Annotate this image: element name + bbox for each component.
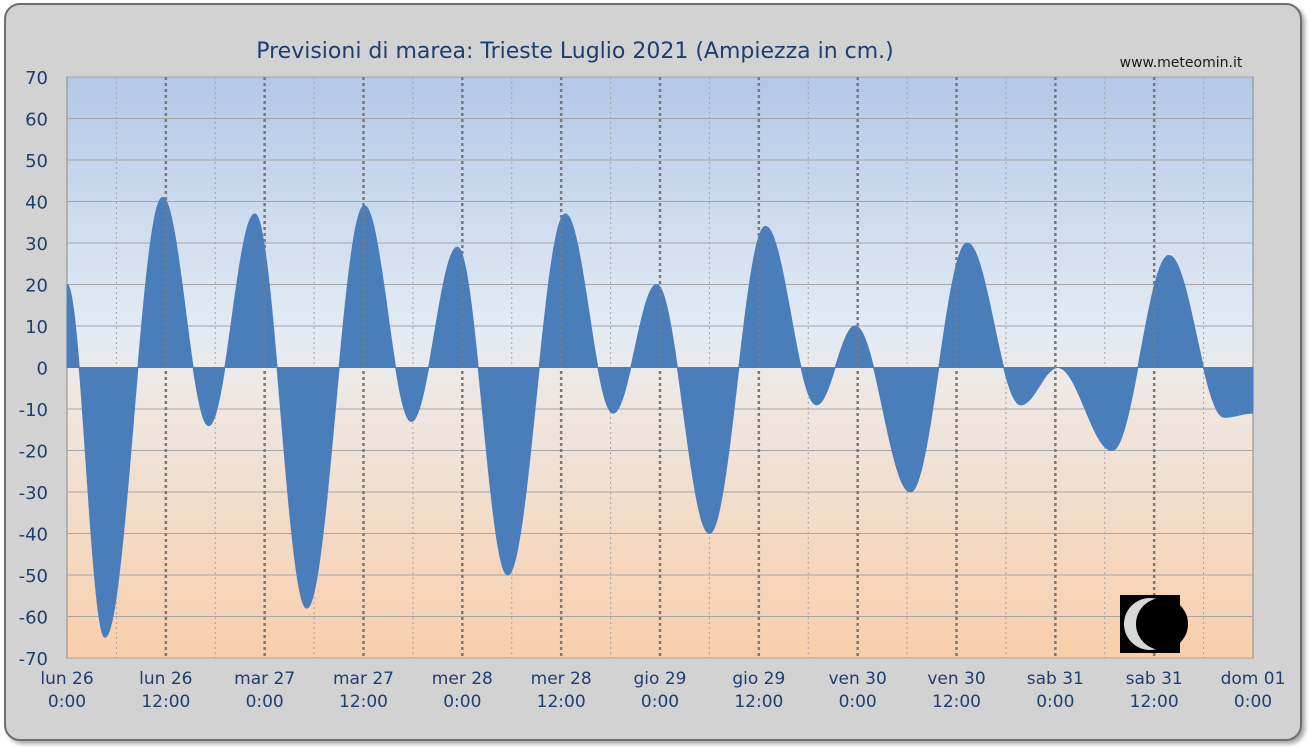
chart-title: Previsioni di marea: Trieste Luglio 2021… <box>256 39 894 64</box>
y-tick-label-10: -30 <box>19 483 48 504</box>
x-tick-label-3: mar 27 <box>333 669 394 689</box>
y-tick-label-7: 0 <box>37 359 48 380</box>
x-tick-time-12: 0:00 <box>1234 692 1272 712</box>
y-tick-label-3: 40 <box>25 193 48 214</box>
x-tick-time-9: 12:00 <box>932 692 981 712</box>
y-tick-label-2: 50 <box>25 151 48 172</box>
x-tick-label-5: mer 28 <box>531 669 592 689</box>
x-tick-label-7: gio 29 <box>732 669 785 689</box>
x-tick-label-12: dom 01 <box>1221 669 1286 689</box>
y-tick-label-0: 70 <box>25 68 48 89</box>
x-tick-label-0: lun 26 <box>40 669 93 689</box>
x-tick-time-1: 12:00 <box>141 692 190 712</box>
moon-phase-icon <box>1120 595 1188 653</box>
x-tick-time-11: 12:00 <box>1130 692 1179 712</box>
y-tick-label-13: -60 <box>19 608 48 629</box>
x-tick-time-4: 0:00 <box>443 692 481 712</box>
y-tick-label-1: 60 <box>25 110 48 131</box>
x-tick-label-1: lun 26 <box>139 669 192 689</box>
x-tick-label-6: gio 29 <box>634 669 687 689</box>
y-tick-label-5: 20 <box>25 276 48 297</box>
x-tick-time-7: 12:00 <box>734 692 783 712</box>
x-tick-time-10: 0:00 <box>1036 692 1074 712</box>
midnight-noon-lines <box>164 77 1156 658</box>
y-tick-label-9: -20 <box>19 442 48 463</box>
y-tick-label-11: -40 <box>19 525 48 546</box>
y-tick-label-8: -10 <box>19 400 48 421</box>
x-tick-time-6: 0:00 <box>641 692 679 712</box>
source-label: www.meteomin.it <box>1120 55 1243 71</box>
x-tick-time-8: 0:00 <box>839 692 877 712</box>
y-tick-label-12: -50 <box>19 566 48 587</box>
y-tick-label-4: 30 <box>25 234 48 255</box>
x-tick-time-3: 12:00 <box>339 692 388 712</box>
x-tick-time-2: 0:00 <box>246 692 284 712</box>
y-tick-label-6: 10 <box>25 317 48 338</box>
x-tick-label-9: ven 30 <box>927 669 985 689</box>
x-axis-ticks: lun 26 0:00 lun 26 12:00 mar 27 0:00 mar 27 12:… <box>40 669 1285 712</box>
x-tick-label-4: mer 28 <box>432 669 493 689</box>
y-tick-label-14: -70 <box>19 649 48 670</box>
x-tick-label-8: ven 30 <box>828 669 886 689</box>
x-tick-time-0: 0:00 <box>48 692 86 712</box>
x-tick-label-11: sab 31 <box>1126 669 1183 689</box>
x-tick-time-5: 12:00 <box>537 692 586 712</box>
y-axis-ticks: 70 60 50 40 30 20 10 0 -10 -20 -30 -40 -50 -60 -70 <box>19 68 48 670</box>
x-tick-label-10: sab 31 <box>1027 669 1084 689</box>
x-tick-label-2: mar 27 <box>234 669 295 689</box>
